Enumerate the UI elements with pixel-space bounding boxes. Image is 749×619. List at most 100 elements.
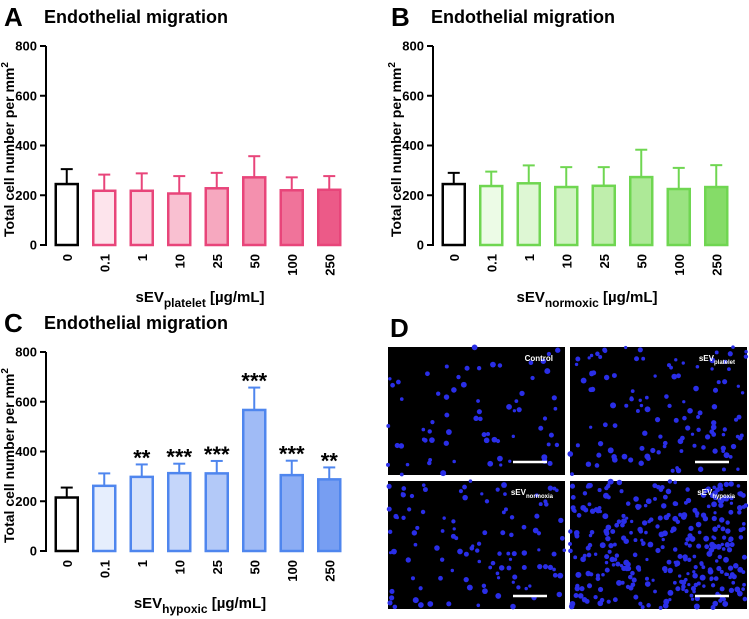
nucleus: [719, 569, 724, 574]
x-tick-label: 0: [60, 254, 75, 261]
nucleus: [635, 409, 640, 413]
nucleus: [714, 559, 719, 563]
x-tick-label: 0: [447, 254, 462, 261]
panel-letter: D: [390, 313, 409, 343]
x-label-text: sEV: [134, 595, 162, 612]
nucleus: [568, 541, 572, 546]
nucleus: [644, 576, 649, 581]
nucleus: [604, 530, 610, 536]
nucleus: [593, 507, 599, 513]
nucleus: [580, 377, 587, 384]
nucleus: [725, 528, 731, 534]
nucleus: [705, 486, 711, 492]
y-tick-label: 0: [30, 544, 37, 559]
y-tick-label: 400: [15, 444, 37, 459]
nucleus: [589, 425, 593, 429]
nucleus: [616, 479, 623, 486]
nucleus: [552, 567, 556, 572]
x-tick-label: 0.1: [97, 254, 112, 272]
nucleus: [443, 394, 450, 400]
nucleus: [693, 565, 698, 570]
nucleus: [711, 432, 717, 437]
significance: ***: [279, 442, 305, 467]
nucleus: [476, 366, 482, 371]
nucleus: [734, 586, 741, 593]
nucleus: [650, 447, 656, 454]
nucleus: [576, 513, 582, 518]
nucleus: [671, 373, 678, 380]
nucleus: [670, 529, 674, 534]
nucleus: [427, 429, 432, 434]
nucleus: [709, 357, 716, 364]
bar: [279, 473, 304, 553]
nucleus: [722, 379, 728, 385]
nucleus: [722, 601, 729, 607]
nucleus: [633, 538, 638, 543]
nucleus: [658, 605, 663, 610]
nucleus: [719, 586, 725, 592]
nucleus: [719, 517, 725, 523]
nucleus: [621, 565, 627, 572]
nucleus: [511, 580, 515, 584]
nucleus: [640, 538, 644, 542]
image-label: sEVplatelet: [699, 354, 735, 366]
nucleus: [721, 449, 726, 454]
nucleus: [418, 586, 423, 591]
nucleus: [612, 597, 618, 603]
nucleus: [570, 505, 576, 511]
nucleus: [446, 429, 452, 435]
nucleus: [695, 521, 702, 528]
x-tick-label: 25: [210, 560, 225, 574]
nucleus: [436, 391, 441, 396]
nucleus: [720, 445, 726, 451]
nucleus: [559, 535, 565, 541]
nucleus: [421, 437, 426, 442]
nucleus: [672, 515, 679, 522]
nucleus: [728, 509, 734, 515]
nucleus: [430, 420, 435, 425]
nucleus: [488, 565, 493, 570]
x-axis-label: sEVnormoxic [µg/mL]: [516, 289, 657, 310]
nucleus: [413, 542, 418, 547]
x-tick-label: 10: [559, 254, 574, 268]
nucleus: [741, 587, 745, 591]
nucleus: [725, 520, 730, 525]
nucleus: [602, 513, 609, 520]
nucleus: [699, 561, 704, 566]
nucleus: [631, 577, 637, 583]
x-label-text: sEV: [135, 289, 163, 306]
nucleus: [712, 448, 718, 454]
y-label-sup: 2: [0, 368, 11, 374]
nucleus: [394, 442, 400, 449]
nucleus: [616, 579, 622, 586]
x-tick-label: 250: [322, 254, 337, 276]
nucleus: [541, 454, 548, 461]
nucleus: [551, 395, 557, 401]
nucleus: [477, 559, 482, 564]
x-tick-label: 0.1: [484, 254, 499, 272]
nucleus: [568, 548, 573, 554]
nucleus: [440, 529, 445, 533]
nucleus: [572, 509, 577, 513]
nucleus: [641, 520, 648, 526]
bar: [516, 182, 541, 247]
x-tick-label: 50: [634, 254, 649, 268]
y-tick-label: 400: [402, 138, 424, 153]
nucleus: [503, 507, 508, 512]
nucleus: [639, 403, 644, 408]
nucleus: [685, 537, 690, 542]
image-label-text: Control: [525, 354, 553, 363]
nucleus: [677, 554, 683, 560]
y-tick-label: 200: [15, 188, 37, 203]
nucleus: [498, 565, 505, 571]
nucleus: [681, 584, 686, 589]
x-axis-label: sEVplatelet [µg/mL]: [135, 289, 264, 310]
nucleus: [667, 567, 673, 574]
nucleus: [386, 483, 392, 489]
image-label-text: sEV: [697, 488, 713, 497]
nucleus: [673, 480, 677, 485]
nucleus: [594, 463, 600, 468]
bar: [666, 187, 691, 247]
nucleus: [596, 452, 602, 458]
nucleus: [429, 437, 435, 443]
